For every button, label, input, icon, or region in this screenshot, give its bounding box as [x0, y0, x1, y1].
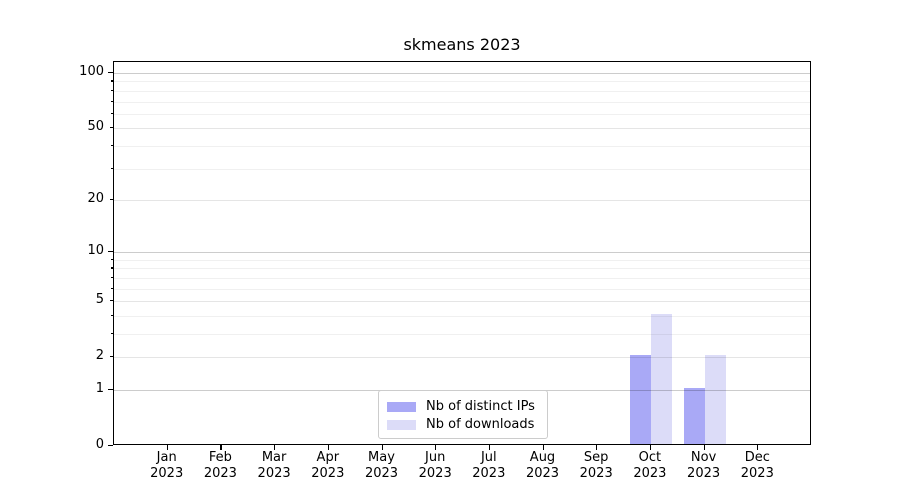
gridline [114, 101, 810, 103]
y-minor-tick [111, 112, 113, 114]
x-tick [327, 445, 329, 450]
y-tick-label: 1 [95, 381, 104, 396]
gridline [114, 259, 810, 261]
y-tick [108, 389, 113, 391]
gridline [114, 81, 810, 83]
legend-entry-distinct-ips: Nb of distinct IPs [387, 398, 547, 416]
y-tick-label: 100 [79, 64, 104, 79]
gridline [114, 113, 810, 115]
y-minor-tick [111, 276, 113, 279]
y-minor-tick [111, 100, 113, 102]
y-tick-label: 50 [87, 119, 104, 135]
x-tick [381, 445, 383, 450]
plot-area [113, 61, 811, 445]
y-minor-tick [111, 314, 113, 317]
x-tick-label: Mar 2023 [257, 450, 291, 481]
y-minor-tick [111, 167, 113, 169]
y-tick-label: 5 [95, 292, 104, 308]
y-tick-label: 20 [87, 190, 104, 206]
x-tick [166, 445, 168, 450]
bar-downloads [704, 355, 726, 444]
y-minor-tick [111, 89, 113, 91]
legend-swatch-downloads [387, 420, 416, 430]
x-tick-label: May 2023 [364, 450, 399, 481]
bar-downloads [650, 313, 672, 444]
x-tick [435, 445, 437, 450]
y-minor-tick [111, 144, 113, 147]
y-tick [110, 198, 113, 201]
x-tick-label: Jan 2023 [150, 450, 184, 481]
x-tick-label: Dec 2023 [740, 450, 774, 481]
y-minor-tick [111, 333, 113, 335]
y-minor-tick [111, 80, 113, 82]
gridline [114, 315, 810, 317]
y-tick-label: 10 [87, 243, 104, 259]
x-tick [220, 445, 222, 450]
legend-swatch-distinct-ips [387, 402, 416, 412]
x-tick-label: Aug 2023 [525, 450, 560, 481]
x-tick-label: Jun 2023 [418, 450, 452, 481]
gridline [114, 301, 810, 303]
x-tick [596, 445, 598, 450]
x-tick-label: Feb 2023 [203, 450, 237, 481]
x-tick [649, 445, 652, 450]
x-tick-label: Sep 2023 [579, 450, 613, 481]
y-tick [108, 251, 113, 253]
legend: Nb of distinct IPs Nb of downloads [378, 390, 548, 439]
gridline [114, 145, 810, 147]
gridline [114, 73, 810, 74]
x-tick [757, 445, 759, 450]
y-minor-tick [111, 287, 113, 289]
x-tick-label: Oct 2023 [633, 450, 667, 481]
gridline [114, 199, 810, 201]
x-tick-label: Apr 2023 [311, 450, 345, 481]
gridline [114, 168, 810, 170]
gridline [114, 277, 810, 279]
gridline [114, 268, 810, 270]
y-tick [110, 356, 113, 358]
bar-distinct-ips [629, 355, 651, 444]
x-tick [488, 445, 490, 450]
y-minor-tick [111, 258, 113, 261]
gridline [114, 90, 810, 92]
legend-label-downloads: Nb of downloads [426, 417, 535, 432]
x-tick [542, 445, 544, 450]
chart-title: skmeans 2023 [403, 35, 521, 54]
y-minor-tick [111, 267, 113, 269]
x-tick-label: Nov 2023 [687, 450, 721, 481]
y-tick [110, 127, 113, 129]
x-tick [274, 445, 276, 450]
x-tick-label: Jul 2023 [472, 450, 506, 481]
y-tick-label: 0 [95, 437, 104, 452]
y-tick [108, 445, 113, 447]
legend-label-distinct-ips: Nb of distinct IPs [426, 399, 535, 414]
legend-entry-downloads: Nb of downloads [387, 416, 547, 434]
bar-distinct-ips [683, 388, 705, 444]
y-tick-label: 2 [95, 348, 104, 364]
x-tick [703, 445, 705, 450]
gridline [114, 128, 810, 130]
gridline [114, 252, 810, 254]
y-tick [110, 300, 113, 302]
gridline [114, 288, 810, 290]
y-tick [108, 72, 113, 74]
gridline [114, 334, 810, 335]
